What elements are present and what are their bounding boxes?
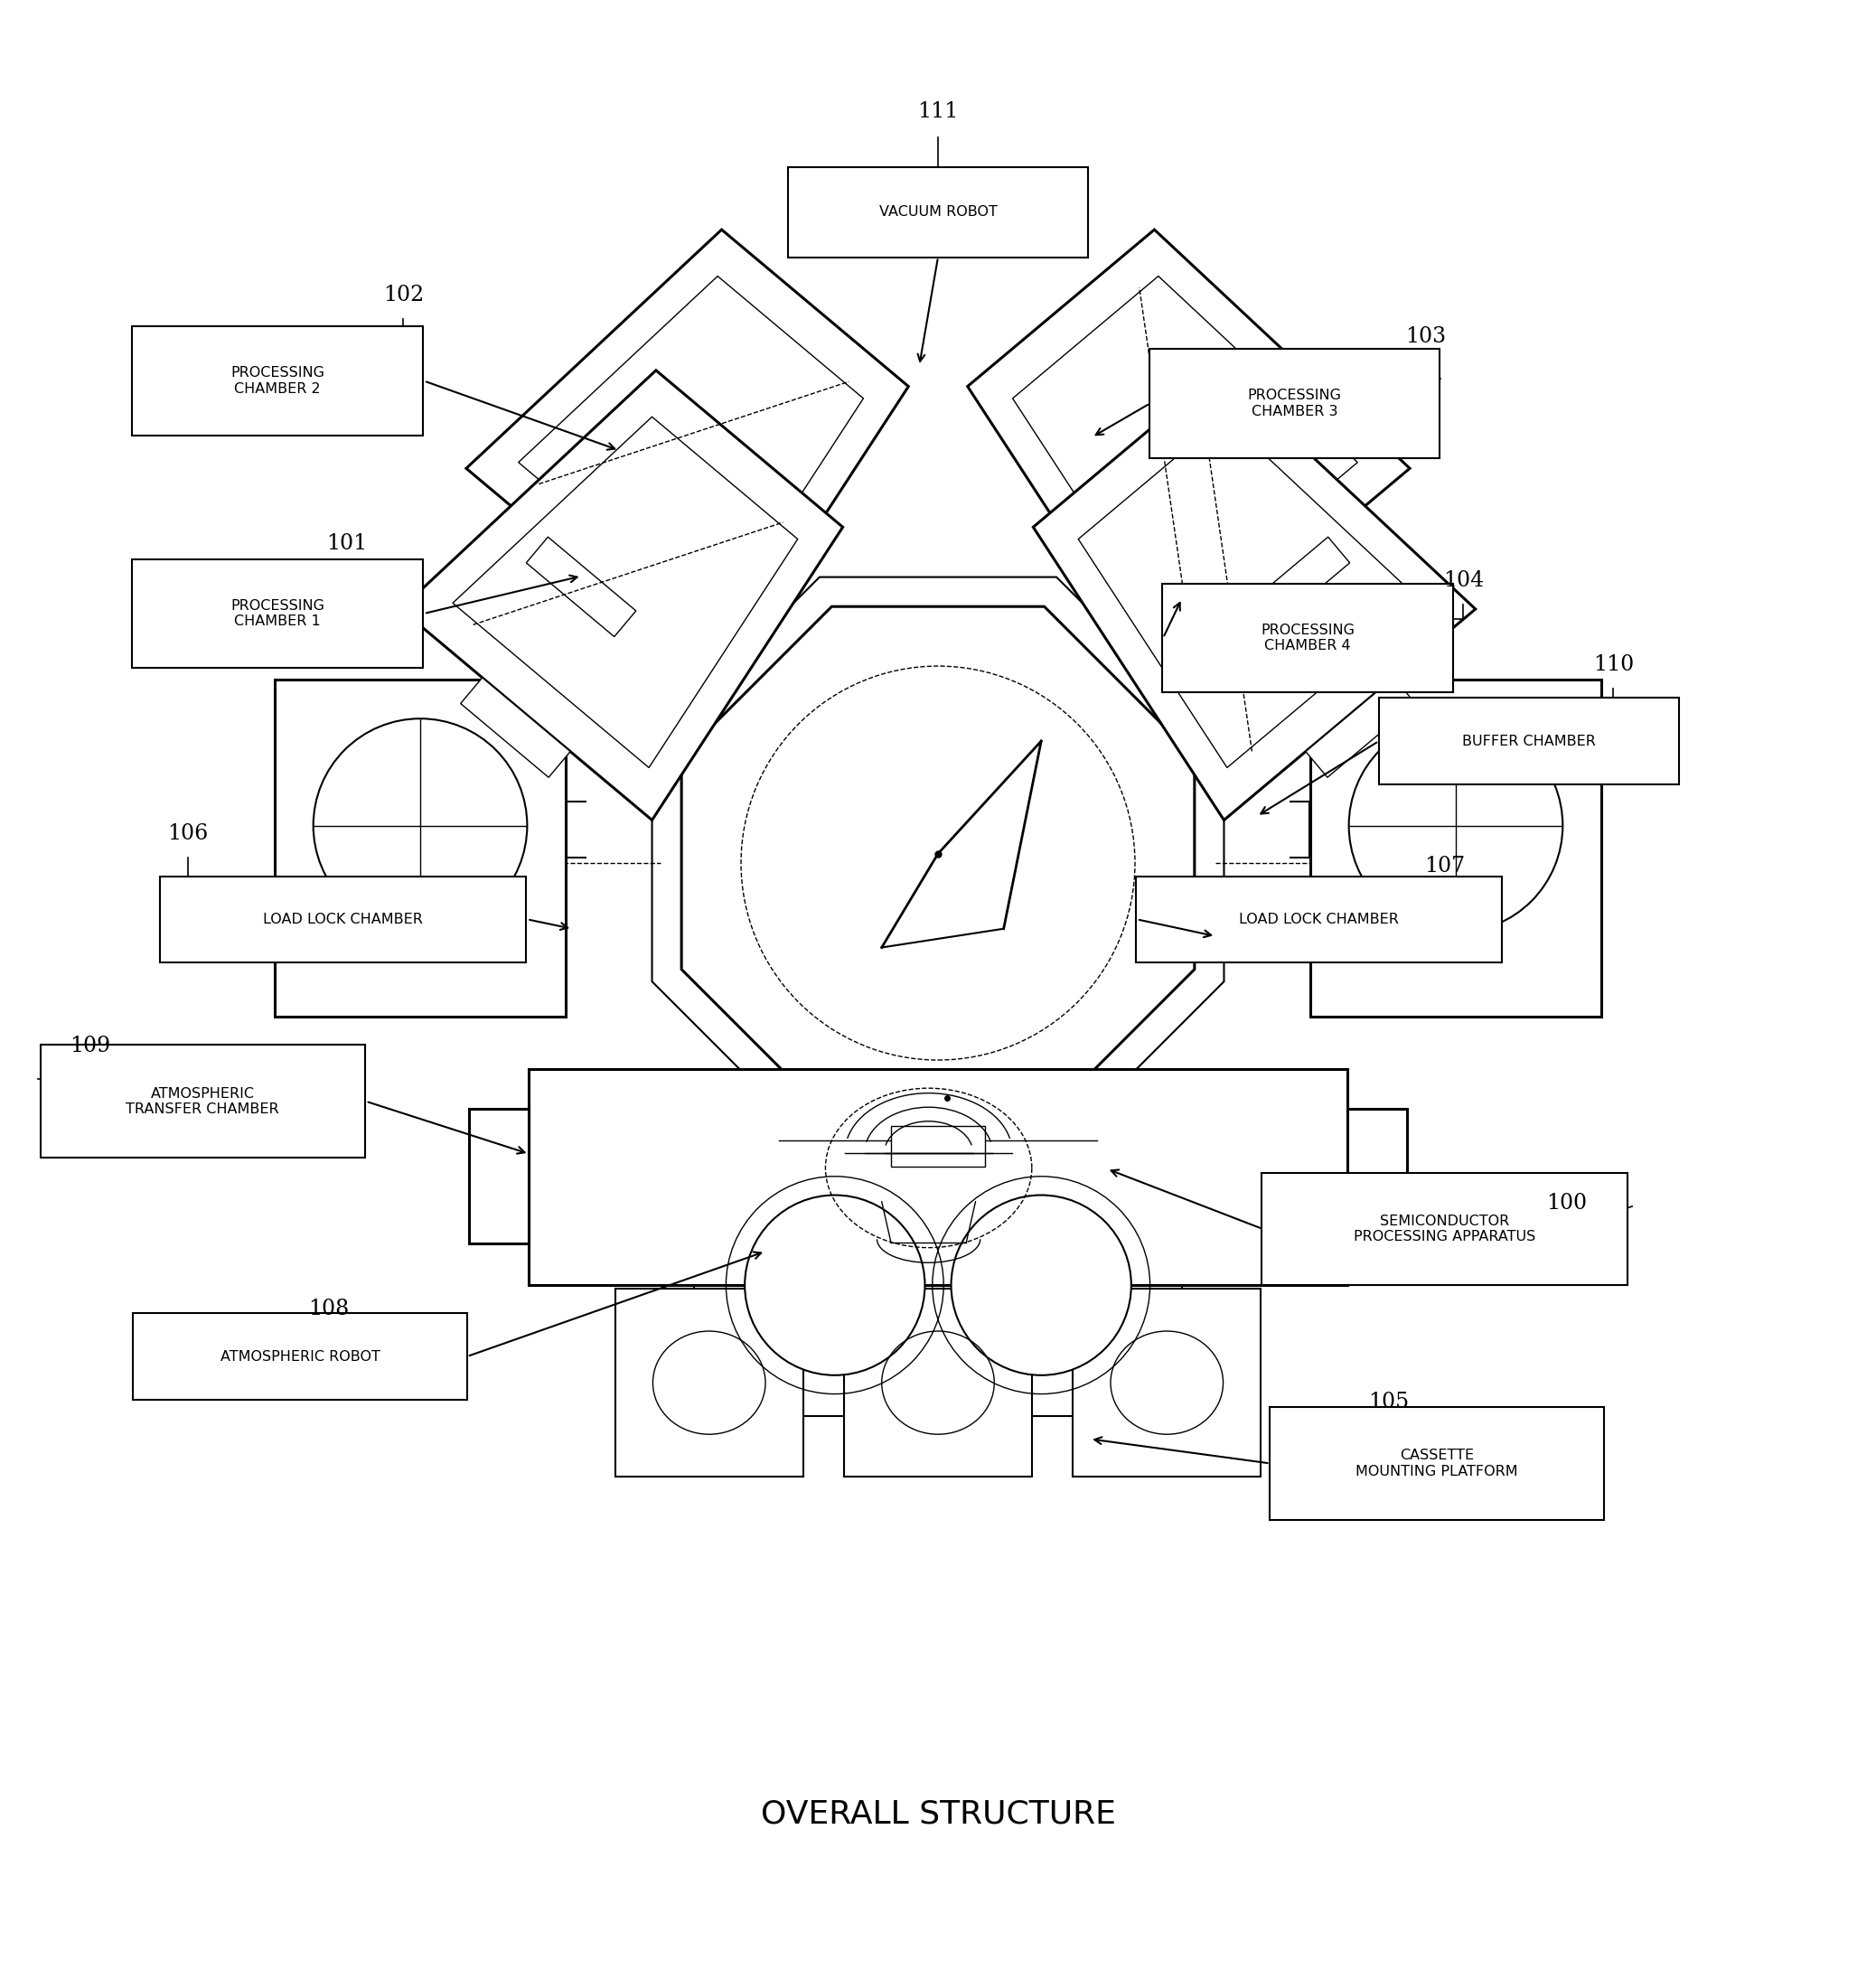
Polygon shape <box>1034 370 1475 820</box>
Bar <box>1270 1407 1604 1519</box>
Bar <box>1148 349 1441 457</box>
Bar <box>779 1076 1097 1168</box>
Bar <box>1347 1109 1407 1243</box>
Bar <box>133 1314 467 1399</box>
Text: PROCESSING
CHAMBER 1: PROCESSING CHAMBER 1 <box>231 599 325 628</box>
Text: OVERALL STRUCTURE: OVERALL STRUCTURE <box>760 1799 1116 1830</box>
Bar <box>1161 583 1452 691</box>
Bar <box>1073 1288 1261 1478</box>
Bar <box>131 327 422 435</box>
Bar <box>159 877 525 963</box>
Text: 107: 107 <box>1424 855 1465 877</box>
Circle shape <box>1349 719 1563 932</box>
Text: PROCESSING
CHAMBER 2: PROCESSING CHAMBER 2 <box>231 366 325 396</box>
Text: ATMOSPHERIC
TRANSFER CHAMBER: ATMOSPHERIC TRANSFER CHAMBER <box>126 1087 280 1115</box>
Circle shape <box>745 1196 925 1375</box>
Text: SEMICONDUCTOR
PROCESSING APPARATUS: SEMICONDUCTOR PROCESSING APPARATUS <box>1354 1214 1535 1243</box>
Text: PROCESSING
CHAMBER 4: PROCESSING CHAMBER 4 <box>1261 623 1354 652</box>
Text: 110: 110 <box>1593 654 1634 676</box>
Bar <box>1135 877 1501 963</box>
Polygon shape <box>461 678 570 778</box>
Text: 104: 104 <box>1443 569 1484 591</box>
Text: VACUUM ROBOT: VACUUM ROBOT <box>878 205 998 219</box>
Bar <box>1261 1172 1626 1284</box>
Bar <box>1379 697 1679 784</box>
Text: 102: 102 <box>383 286 424 305</box>
Bar <box>694 1168 1182 1416</box>
Polygon shape <box>401 370 842 820</box>
Text: PROCESSING
CHAMBER 3: PROCESSING CHAMBER 3 <box>1248 388 1341 418</box>
Text: LOAD LOCK CHAMBER: LOAD LOCK CHAMBER <box>1238 912 1399 926</box>
Bar <box>41 1044 364 1158</box>
Polygon shape <box>1306 678 1415 778</box>
Text: 106: 106 <box>167 823 208 845</box>
Text: LOAD LOCK CHAMBER: LOAD LOCK CHAMBER <box>263 912 424 926</box>
Bar <box>276 680 567 1017</box>
Polygon shape <box>527 538 636 636</box>
Circle shape <box>313 719 527 932</box>
Text: 100: 100 <box>1546 1194 1587 1214</box>
Bar <box>844 1288 1032 1478</box>
Text: 103: 103 <box>1405 327 1446 347</box>
Text: CASSETTE
MOUNTING PLATFORM: CASSETTE MOUNTING PLATFORM <box>1356 1448 1518 1478</box>
Text: BUFFER CHAMBER: BUFFER CHAMBER <box>1461 735 1596 749</box>
Bar <box>788 167 1088 258</box>
Text: 108: 108 <box>308 1298 349 1320</box>
Polygon shape <box>1240 538 1349 636</box>
Text: 101: 101 <box>326 532 368 554</box>
Polygon shape <box>467 230 908 680</box>
Bar <box>529 1070 1347 1284</box>
Bar <box>469 1109 529 1243</box>
Bar <box>131 559 422 668</box>
Bar <box>1309 680 1602 1017</box>
Text: 111: 111 <box>917 100 959 122</box>
Bar <box>615 1288 803 1478</box>
Text: ATMOSPHERIC ROBOT: ATMOSPHERIC ROBOT <box>219 1349 381 1363</box>
Text: 105: 105 <box>1368 1393 1409 1412</box>
Circle shape <box>951 1196 1131 1375</box>
Bar <box>891 1125 985 1166</box>
Polygon shape <box>968 230 1409 680</box>
Text: 109: 109 <box>69 1036 111 1056</box>
Polygon shape <box>681 607 1195 1119</box>
